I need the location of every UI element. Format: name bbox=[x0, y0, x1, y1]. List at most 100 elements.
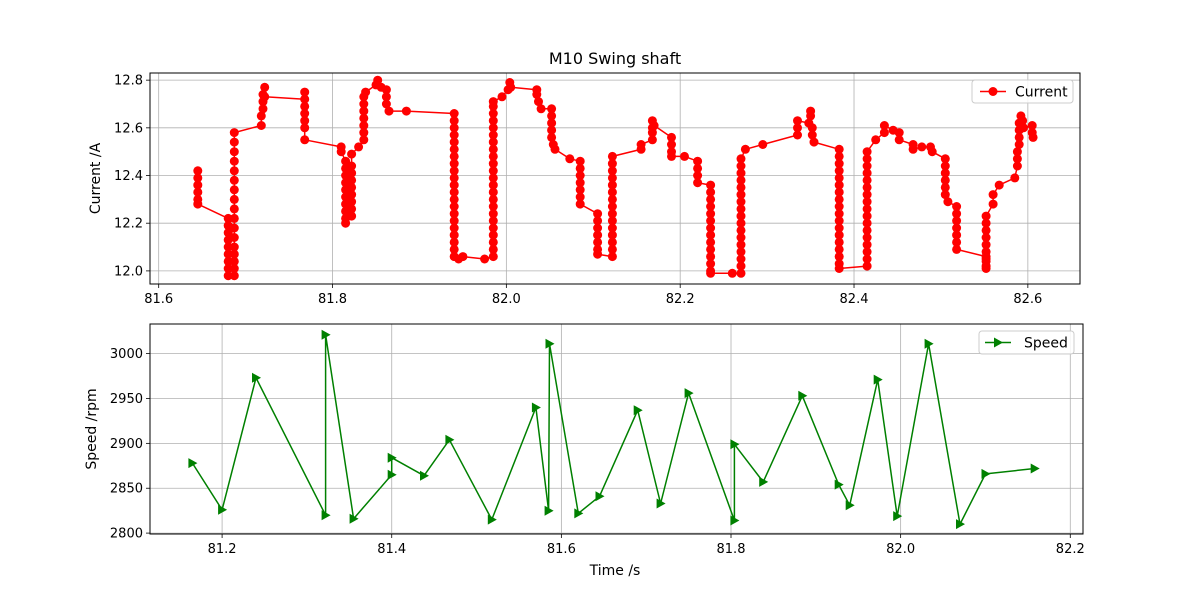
current-data-point bbox=[300, 94, 310, 104]
speed-data-point bbox=[544, 505, 554, 516]
speed-y-axis-label: Speed /rpm bbox=[84, 388, 100, 469]
speed-legend-marker bbox=[994, 337, 1003, 348]
current-data-point bbox=[550, 144, 560, 154]
current-data-point bbox=[229, 264, 239, 273]
current-data-point bbox=[736, 175, 746, 185]
current-data-point bbox=[449, 116, 459, 126]
current-data-point bbox=[1010, 173, 1020, 183]
current-data-point bbox=[706, 180, 716, 190]
speed-data-point bbox=[387, 469, 397, 480]
current-data-point bbox=[736, 233, 746, 242]
current-chart: M10 Swing shaft 81.6 81.8 82.0 82.2 82.4 82.6… bbox=[88, 49, 1081, 307]
current-data-point bbox=[229, 256, 239, 266]
current-data-point bbox=[359, 135, 369, 145]
current-data-point bbox=[1012, 154, 1022, 164]
speed-data-point bbox=[574, 508, 584, 519]
speed-data-point bbox=[1030, 463, 1040, 474]
speed-data-point bbox=[981, 468, 991, 479]
current-data-point bbox=[607, 173, 617, 183]
current-data-point bbox=[1012, 147, 1022, 157]
current-data-point bbox=[952, 230, 962, 240]
current-data-point bbox=[547, 118, 557, 128]
current-data-point bbox=[229, 137, 239, 147]
current-data-point bbox=[534, 97, 543, 107]
current-data-point bbox=[736, 240, 746, 250]
current-data-point bbox=[260, 92, 270, 102]
current-data-point bbox=[593, 230, 603, 240]
current-data-point bbox=[736, 154, 746, 164]
current-data-point bbox=[229, 223, 239, 233]
current-data-point bbox=[488, 151, 498, 161]
current-data-point bbox=[706, 268, 716, 278]
current-data-point bbox=[736, 211, 746, 221]
speed-data-point bbox=[420, 470, 429, 481]
current-data-point bbox=[449, 216, 459, 226]
speed-data-point bbox=[656, 498, 666, 509]
current-data-point bbox=[952, 244, 962, 254]
current-data-point bbox=[488, 144, 498, 154]
current-data-point bbox=[488, 194, 498, 204]
speed-data-point bbox=[893, 511, 903, 522]
current-data-point bbox=[300, 87, 310, 97]
current-data-point bbox=[727, 268, 737, 278]
speed-y-tick-label: 3000 bbox=[110, 347, 143, 362]
speed-chart: 81.2 81.4 81.6 81.8 82.0 82.2 2800 2850 2900 2950… bbox=[84, 323, 1085, 579]
speed-data-point bbox=[531, 402, 541, 413]
current-data-point bbox=[449, 151, 459, 161]
current-data-point bbox=[879, 121, 889, 130]
current-data-point bbox=[488, 230, 498, 240]
current-data-point bbox=[706, 252, 716, 262]
speed-data-point bbox=[730, 439, 740, 450]
current-data-point bbox=[862, 168, 872, 178]
current-data-point bbox=[575, 185, 585, 195]
current-data-point bbox=[300, 135, 310, 145]
current-data-point bbox=[834, 230, 844, 240]
speed-data-point bbox=[387, 452, 397, 463]
current-data-point bbox=[488, 166, 498, 176]
current-data-point bbox=[667, 151, 676, 161]
current-legend-box bbox=[971, 79, 1074, 104]
current-data-point bbox=[793, 116, 802, 126]
current-data-point bbox=[834, 252, 844, 262]
current-data-point bbox=[229, 242, 239, 252]
current-data-point bbox=[229, 194, 239, 204]
current-data-point bbox=[834, 173, 844, 183]
current-data-point bbox=[361, 87, 371, 97]
current-data-point bbox=[862, 190, 872, 200]
current-data-point bbox=[706, 194, 716, 204]
current-data-point bbox=[940, 182, 950, 192]
current-data-point bbox=[229, 147, 239, 157]
current-data-point bbox=[952, 216, 962, 226]
current-data-point bbox=[706, 244, 716, 254]
current-data-point bbox=[736, 218, 746, 228]
speed-data-point bbox=[759, 476, 769, 487]
current-data-point bbox=[347, 190, 357, 200]
current-data-point bbox=[488, 209, 498, 219]
current-data-point bbox=[952, 202, 962, 211]
current-data-point bbox=[575, 171, 585, 180]
chart-title: M10 Swing shaft bbox=[549, 49, 681, 68]
current-data-point bbox=[862, 204, 872, 214]
current-series bbox=[193, 75, 1038, 281]
current-data-point bbox=[480, 254, 490, 264]
current-x-tick-label: 82.2 bbox=[666, 292, 695, 307]
current-data-point bbox=[693, 171, 703, 180]
current-data-point bbox=[449, 209, 459, 219]
current-data-point bbox=[736, 225, 746, 235]
current-plot-frame bbox=[149, 72, 1081, 285]
speed-x-tick-label: 81.6 bbox=[547, 542, 576, 557]
current-data-point bbox=[359, 99, 369, 109]
current-data-point bbox=[547, 104, 557, 114]
current-data-point bbox=[862, 154, 872, 164]
current-data-point bbox=[834, 244, 844, 254]
current-data-point bbox=[981, 261, 991, 271]
current-data-point bbox=[381, 85, 391, 95]
current-data-point bbox=[862, 261, 872, 271]
current-y-tick-label: 12.8 bbox=[114, 74, 143, 89]
current-data-point bbox=[488, 202, 498, 211]
current-data-point bbox=[1027, 121, 1037, 130]
current-data-point bbox=[706, 230, 716, 240]
current-data-point bbox=[223, 228, 233, 238]
current-legend-marker bbox=[988, 87, 998, 96]
current-data-point bbox=[488, 130, 498, 140]
